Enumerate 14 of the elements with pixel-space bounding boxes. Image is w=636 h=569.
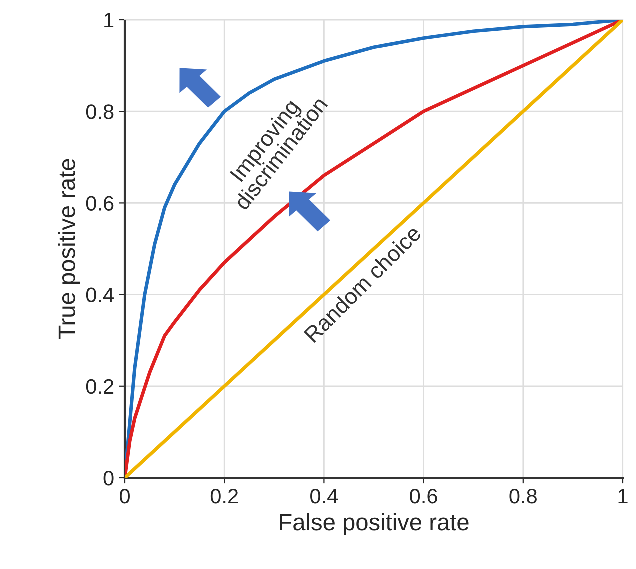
x-tick-label: 0.8	[510, 488, 537, 504]
y-tick-label: 0.8	[86, 104, 114, 120]
x-tick-label: 1	[618, 489, 628, 504]
x-tick-label: 0	[120, 488, 130, 504]
x-tick-label: 0.2	[210, 488, 238, 504]
y-tick-label: 1	[104, 13, 114, 28]
x-tick-label: 0.6	[410, 488, 438, 504]
x-tick-label: 0.4	[310, 488, 338, 504]
y-tick-label: 0	[104, 471, 114, 486]
x-axis-title: False positive rate	[280, 513, 469, 536]
y-axis-title: True positive rate	[58, 159, 80, 340]
y-tick-label: 0.6	[86, 196, 114, 211]
y-tick-label: 0.4	[86, 288, 114, 303]
y-tick-label: 0.2	[86, 379, 114, 394]
